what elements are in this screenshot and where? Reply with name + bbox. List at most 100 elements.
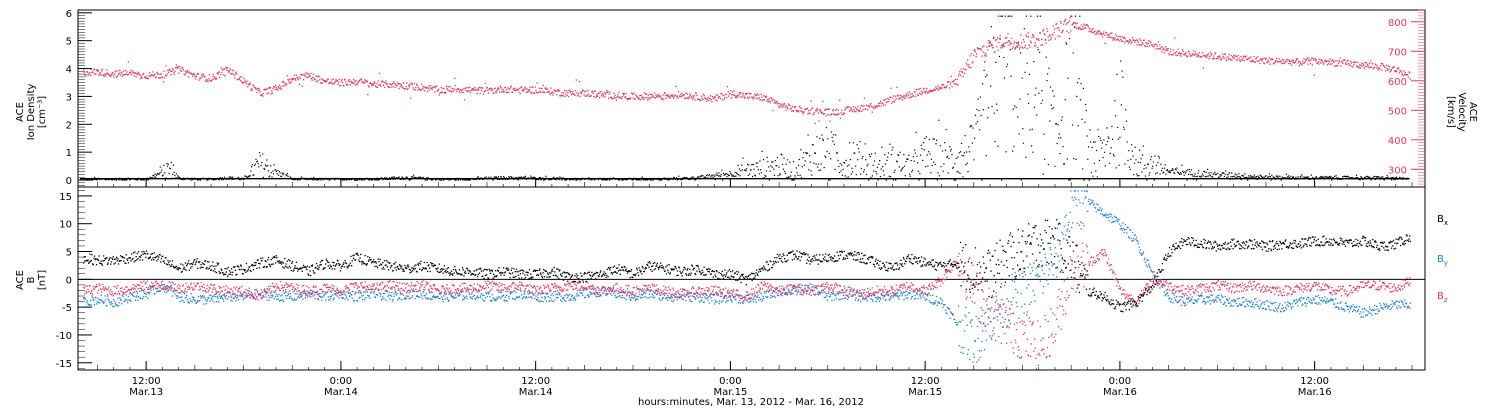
by-point [565,300,567,303]
velocity-point [457,88,459,91]
velocity-point [724,97,726,99]
velocity-point [289,82,292,84]
density-point [1176,167,1178,169]
by-point [230,299,232,301]
by-point [359,296,361,299]
density-point [762,159,765,161]
velocity-point [398,87,400,90]
density-point [476,177,478,179]
velocity-point [1248,57,1250,60]
density-point [188,178,190,180]
density-point [486,177,488,179]
velocity-point [1271,58,1273,60]
density-point [407,178,409,180]
velocity-point [406,88,409,91]
density-point [1180,173,1182,175]
by-point [632,297,634,300]
density-point [920,154,922,156]
velocity-point [210,80,213,82]
velocity-point [353,82,355,84]
velocity-point [664,92,666,95]
density-point [262,176,264,178]
velocity-point [806,107,808,110]
density-point [728,174,730,176]
density-point [1132,155,1134,157]
density-point [766,156,768,158]
velocity-point [961,70,963,73]
by-point [636,298,638,301]
velocity-point [99,72,101,74]
velocity-point [741,96,743,98]
velocity-point [318,75,320,78]
velocity-point [1135,39,1137,42]
density-point [327,178,329,180]
density-point [115,179,118,181]
velocity-point [717,97,719,99]
by-point [554,291,557,293]
density-point [1281,176,1283,178]
velocity-point [1296,58,1298,60]
velocity-point [895,98,897,100]
by-point [114,300,116,302]
velocity-point [330,81,332,83]
density-point [925,166,927,168]
density-point [251,166,253,168]
velocity-point [1307,59,1310,61]
velocity-point [819,110,821,112]
velocity-point [193,74,196,76]
velocity-point [1291,59,1293,61]
velocity-point [1358,67,1360,69]
density-point [1085,109,1087,112]
density-point [400,178,402,180]
velocity-point [1403,73,1406,76]
by-point [436,296,438,298]
density-point [1312,176,1314,179]
velocity-point [217,73,219,75]
by-point [465,295,468,297]
velocity-point [994,39,997,41]
velocity-point [441,91,444,93]
by-point [150,287,152,289]
density-point [1223,172,1225,174]
velocity-point [780,105,782,107]
density-point [202,177,204,179]
density-point [212,178,214,180]
velocity-point [230,73,232,75]
density-point [1066,158,1068,160]
velocity-point [1051,34,1053,36]
density-point [1340,178,1342,180]
density-point [936,139,938,141]
density-point [320,179,322,181]
velocity-point [1303,62,1306,64]
by-point [641,294,644,296]
velocity-point [796,110,798,113]
density-point [1114,100,1116,102]
density-point [230,176,232,178]
velocity-point [274,89,276,91]
density-point [105,178,107,180]
velocity-point [766,100,768,102]
velocity-point [380,85,382,87]
density-point [639,177,641,180]
density-point [321,177,323,179]
velocity-point [1137,40,1139,42]
by-point [329,296,331,298]
velocity-point [929,90,931,92]
density-point [1294,178,1296,180]
velocity-point [1029,46,1031,48]
velocity-point [1242,55,1245,57]
density-point [714,179,716,181]
density-point [501,178,503,180]
velocity-point [1100,33,1102,35]
velocity-point [924,91,926,93]
density-point [264,168,266,170]
velocity-point [143,72,145,75]
velocity-point [1184,53,1186,55]
velocity-point [1390,70,1392,72]
by-point [136,292,138,294]
by-point [416,295,418,297]
density-point [616,178,618,180]
velocity-point [593,96,595,98]
by-point [240,295,242,297]
density-point [660,179,662,181]
